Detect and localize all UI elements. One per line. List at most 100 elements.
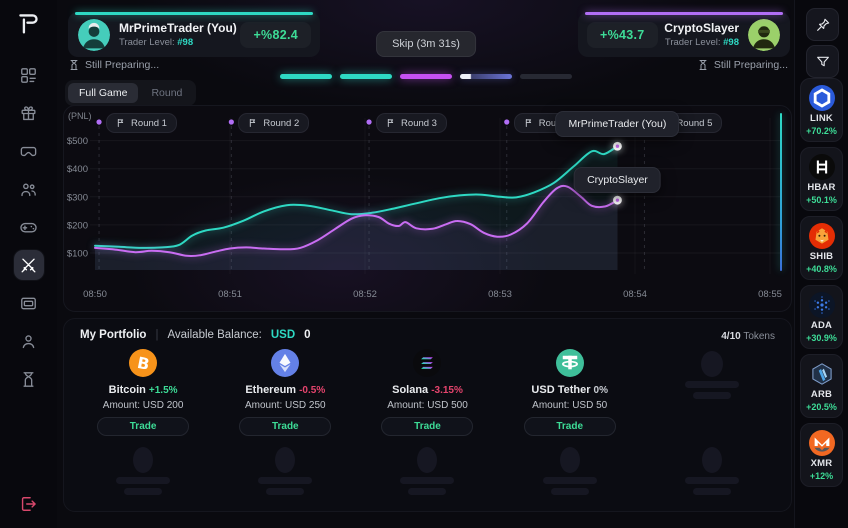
- round-label: Round 3: [401, 117, 437, 129]
- token-change: 0%: [593, 385, 608, 396]
- solana-icon: [413, 349, 442, 377]
- sidebar-item-history[interactable]: [14, 364, 44, 394]
- tether-icon: [555, 349, 584, 377]
- watchlist-item-shib[interactable]: SHIB +40.8%: [800, 216, 843, 280]
- sidebar-item-wallet-cards[interactable]: [14, 288, 44, 318]
- app-logo[interactable]: [14, 9, 42, 37]
- watchlist-symbol: ARB: [810, 389, 833, 400]
- sidebar-item-dashboard[interactable]: [14, 60, 44, 90]
- view-toggle: Full Game Round: [65, 80, 197, 106]
- round-marker-2: Round 2: [238, 113, 310, 133]
- token-name: Bitcoin: [108, 384, 146, 396]
- filter-button[interactable]: [806, 45, 839, 78]
- sidebar-item-gift[interactable]: [14, 98, 44, 128]
- hourglass-icon: [68, 59, 80, 71]
- portfolio-header: My Portfolio | Available Balance: USD 0: [80, 329, 311, 341]
- token-change: -0.5%: [299, 385, 326, 396]
- dashboard-icon: [19, 66, 38, 85]
- left-player-accent: [75, 12, 313, 15]
- right-player-card: +%43.7 CryptoSlayer Trader Level: #98: [578, 12, 790, 57]
- round-marker-3: Round 3: [376, 113, 447, 133]
- sidebar-item-vr-headset[interactable]: [14, 136, 44, 166]
- main-area: MrPrimeTrader (You) Trader Level: #98 +%…: [57, 0, 795, 528]
- wallet-cards-icon: [19, 294, 38, 313]
- svg-text:B: B: [136, 353, 151, 374]
- watchlist-item-xmr[interactable]: XMR +12%: [800, 423, 843, 487]
- hedera-icon: [808, 154, 835, 180]
- sidebar-item-teams[interactable]: [14, 174, 44, 204]
- right-sidebar: LINK +70.2% HBAR +50.1% SHIB +40.8% ADA …: [794, 0, 848, 528]
- portfolio-panel: My Portfolio | Available Balance: USD 0 …: [63, 318, 792, 512]
- watchlist-item-hbar[interactable]: HBAR +50.1%: [800, 147, 843, 211]
- cardano-icon: [808, 292, 835, 318]
- battle-icon: [19, 256, 38, 275]
- pin-button[interactable]: [806, 8, 839, 41]
- watchlist-change: +12%: [809, 471, 834, 481]
- round-progress-bar-4: [460, 74, 512, 79]
- profile-icon: [19, 332, 38, 351]
- round-label: Round 5: [676, 117, 713, 129]
- watchlist-change: +70.2%: [806, 126, 837, 136]
- left-player-level: Trader Level: #98: [119, 37, 194, 48]
- round-label: Round 1: [131, 117, 167, 129]
- svg-text:08:52: 08:52: [353, 289, 377, 300]
- token-amount: Amount: USD 50: [532, 400, 608, 411]
- left-sidebar: [0, 0, 58, 528]
- tooltip-left-player: MrPrimeTrader (You): [555, 111, 680, 138]
- watchlist-item-link[interactable]: LINK +70.2%: [800, 78, 843, 142]
- token-change: -3.15%: [431, 385, 463, 396]
- token-placeholder: [641, 447, 783, 495]
- sidebar-item-gamepad[interactable]: [14, 212, 44, 242]
- hourglass-icon: [697, 59, 709, 71]
- trade-button[interactable]: Trade: [523, 417, 616, 436]
- right-player-pnl-badge: +%43.7: [587, 21, 658, 48]
- toggle-round[interactable]: Round: [151, 87, 183, 99]
- round-progress-bar-3: [400, 74, 452, 79]
- right-player-level-value: #98: [723, 37, 739, 48]
- token-name: USD Tether: [531, 384, 591, 396]
- left-player-name: MrPrimeTrader (You): [119, 21, 237, 35]
- watchlist-item-ada[interactable]: ADA +30.9%: [800, 285, 843, 349]
- balance-label: Available Balance:: [167, 329, 262, 341]
- left-player-info: MrPrimeTrader (You) Trader Level: #98: [119, 21, 237, 48]
- arbitrum-icon: [809, 361, 835, 387]
- trade-button[interactable]: Trade: [97, 417, 190, 436]
- header-divider: |: [155, 329, 159, 341]
- sidebar-nav: [0, 60, 57, 394]
- token-name: Solana: [392, 384, 429, 396]
- sidebar-item-battle[interactable]: [13, 250, 44, 280]
- toggle-full-game[interactable]: Full Game: [68, 83, 139, 103]
- logout-button[interactable]: [18, 494, 38, 514]
- watchlist-change: +50.1%: [806, 195, 837, 205]
- watchlist-change: +30.9%: [806, 333, 837, 343]
- gift-icon: [19, 104, 38, 123]
- svg-text:$400: $400: [67, 164, 88, 175]
- flag-icon: [524, 118, 534, 128]
- sidebar-item-profile[interactable]: [14, 326, 44, 356]
- round-progress-bar-1: [280, 74, 332, 79]
- token-card: B Bitcoin +1.5% Amount: USD 200 Trade: [72, 349, 214, 436]
- svg-text:$100: $100: [67, 249, 88, 260]
- token-placeholder: [499, 447, 641, 495]
- watchlist-item-arb[interactable]: ARB +20.5%: [800, 354, 843, 418]
- svg-text:$500: $500: [67, 136, 88, 147]
- watchlist-change: +20.5%: [806, 402, 837, 412]
- trade-button[interactable]: Trade: [381, 417, 474, 436]
- right-player-name: CryptoSlayer: [664, 21, 739, 35]
- ethereum-icon: [271, 349, 300, 377]
- token-placeholder: [72, 447, 214, 495]
- svg-text:$300: $300: [67, 192, 88, 203]
- round-progress: [280, 74, 572, 79]
- left-player-pnl-badge: +%82.4: [240, 21, 311, 48]
- chart-ylabel: (PNL): [68, 111, 92, 121]
- watchlist: LINK +70.2% HBAR +50.1% SHIB +40.8% ADA …: [800, 78, 843, 487]
- round-label: Round 2: [263, 117, 300, 129]
- svg-text:08:51: 08:51: [218, 289, 242, 300]
- svg-text:08:50: 08:50: [83, 289, 107, 300]
- skip-button[interactable]: Skip (3m 31s): [376, 31, 476, 57]
- token-card: Solana -3.15% Amount: USD 500 Trade: [356, 349, 498, 436]
- chainlink-icon: [808, 85, 835, 111]
- trade-button[interactable]: Trade: [239, 417, 332, 436]
- watchlist-symbol: XMR: [810, 458, 833, 469]
